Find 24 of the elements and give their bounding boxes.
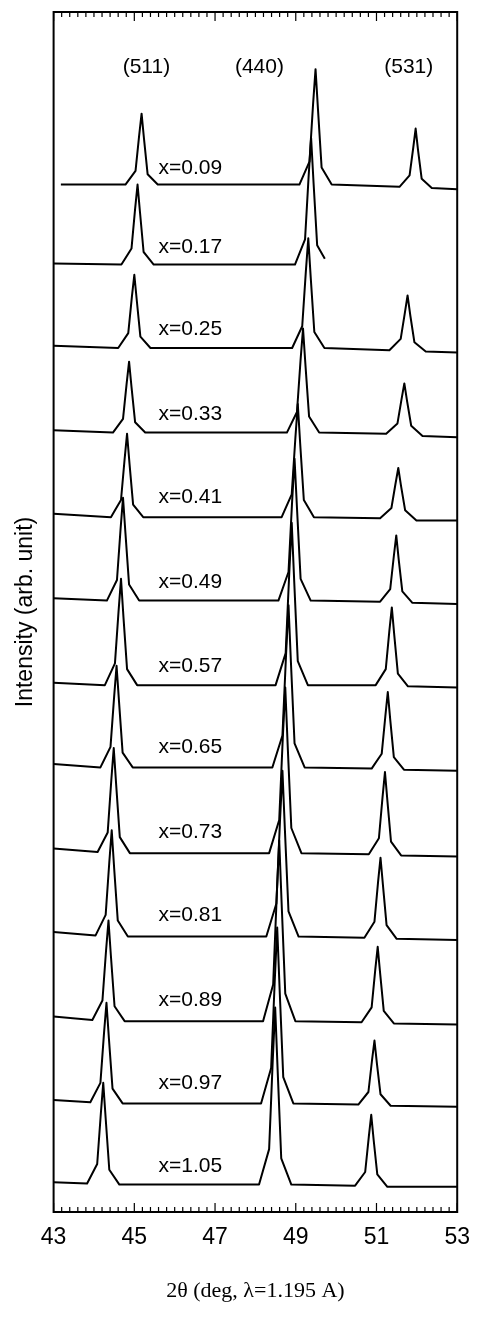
- x-tick-label: 45: [121, 1223, 148, 1250]
- series-label: x=0.49: [158, 568, 223, 592]
- series-label: x=0.73: [158, 818, 223, 842]
- series-label: x=0.25: [158, 316, 223, 340]
- x-tick-label: 47: [202, 1223, 228, 1250]
- series-label: x=0.65: [158, 734, 223, 758]
- series-label: x=0.81: [158, 902, 223, 926]
- annotation: (440): [234, 53, 284, 77]
- series-label: x=0.97: [158, 1070, 223, 1094]
- series-label: x=0.57: [158, 653, 223, 677]
- x-tick-label: 49: [282, 1223, 309, 1250]
- x-tick-label: 51: [363, 1223, 390, 1250]
- series-label: x=0.89: [158, 986, 223, 1010]
- x-axis-title: 2θ (deg, λ=1.195 A): [166, 1276, 345, 1302]
- series-label: x=1.05: [158, 1152, 223, 1176]
- x-tick-label: 53: [444, 1223, 471, 1250]
- series-label: x=0.41: [158, 484, 223, 508]
- annotation: (531): [384, 53, 434, 77]
- series-label: x=0.33: [158, 400, 223, 424]
- annotation: (511): [122, 53, 171, 77]
- x-tick-label: 43: [40, 1223, 67, 1250]
- series-label: x=0.17: [158, 233, 223, 257]
- y-axis-title: Intensity (arb. unit): [11, 516, 38, 708]
- series-label: x=0.09: [158, 154, 223, 178]
